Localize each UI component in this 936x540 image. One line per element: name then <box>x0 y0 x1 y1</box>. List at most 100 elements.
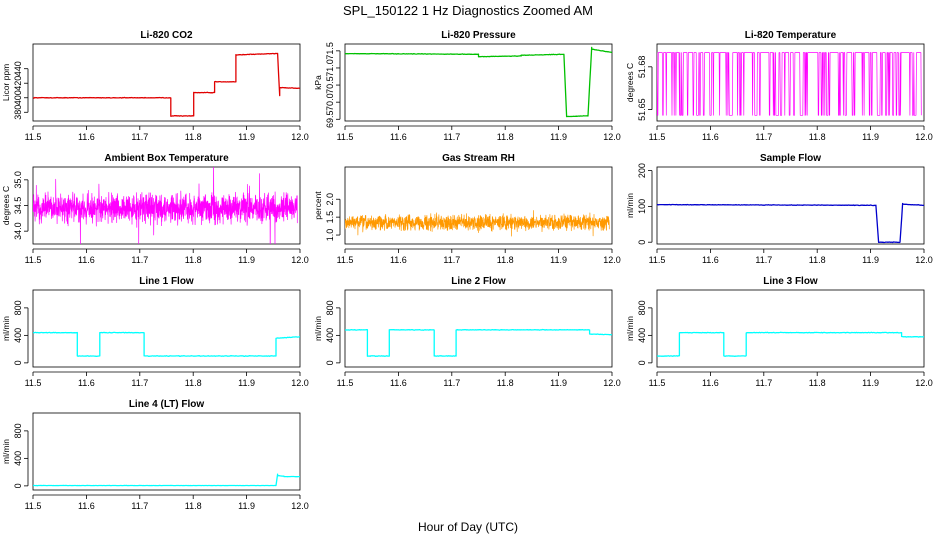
y-tick-label: 0 <box>637 240 647 245</box>
x-tick-label: 11.5 <box>337 132 354 142</box>
y-tick-label: 800 <box>325 300 335 315</box>
x-tick-label: 11.8 <box>809 378 826 388</box>
y-tick-label: 440 <box>13 61 23 76</box>
x-tick-label: 11.7 <box>131 378 148 388</box>
y-tick-label: 70.5 <box>325 76 335 94</box>
y-tick-label: 2.0 <box>325 193 335 206</box>
series-line <box>33 52 300 117</box>
y-tick-label: 34.5 <box>13 197 23 215</box>
panel-title: Line 1 Flow <box>139 276 194 287</box>
y-tick-label: 1.5 <box>325 211 335 224</box>
x-tick-label: 11.7 <box>443 132 460 142</box>
x-tick-label: 11.6 <box>702 132 719 142</box>
x-tick-label: 11.6 <box>390 132 407 142</box>
plot-frame <box>32 289 301 368</box>
plot-frame <box>344 43 613 122</box>
plot-frame <box>32 43 301 122</box>
x-tick-label: 11.7 <box>131 132 148 142</box>
x-tick-label: 11.8 <box>497 132 514 142</box>
panel-title: Ambient Box Temperature <box>104 153 229 164</box>
x-tick-label: 11.8 <box>809 255 826 265</box>
x-tick-label: 11.5 <box>25 501 42 511</box>
x-tick-label: 11.8 <box>809 132 826 142</box>
panel-title: Li-820 Pressure <box>441 30 516 41</box>
x-tick-label: 11.7 <box>443 378 460 388</box>
figure-xlabel: Hour of Day (UTC) <box>418 520 518 534</box>
x-tick-label: 11.8 <box>185 132 202 142</box>
x-axis: 11.5 11.6 11.7 11.8 11.9 12.0 <box>25 125 309 142</box>
x-tick-label: 11.9 <box>238 255 255 265</box>
x-tick-label: 11.9 <box>550 378 567 388</box>
y-tick-label: 71.0 <box>325 59 335 77</box>
x-tick-label: 11.9 <box>550 132 567 142</box>
panel-title: Gas Stream RH <box>442 153 515 164</box>
x-tick-label: 11.6 <box>702 255 719 265</box>
x-tick-label: 11.6 <box>78 255 95 265</box>
y-axis-label: ml/min <box>313 316 323 341</box>
panel-title: Li-820 CO2 <box>140 30 193 41</box>
y-tick-label: 380 <box>13 105 23 120</box>
x-tick-label: 12.0 <box>915 132 933 142</box>
x-axis: 11.5 11.6 11.7 11.8 11.9 12.0 <box>649 371 933 388</box>
x-tick-label: 11.6 <box>78 501 95 511</box>
x-axis: 11.5 11.6 11.7 11.8 11.9 12.0 <box>649 248 933 265</box>
x-tick-label: 11.5 <box>649 132 666 142</box>
x-tick-label: 11.6 <box>390 255 407 265</box>
plot-frame <box>344 289 613 368</box>
panel-title: Line 3 Flow <box>763 276 818 287</box>
y-tick-label: 800 <box>637 300 647 315</box>
x-tick-label: 11.7 <box>131 255 148 265</box>
y-axis-label: ml/min <box>1 439 11 464</box>
x-tick-label: 12.0 <box>915 378 933 388</box>
y-tick-label: 800 <box>13 300 23 315</box>
x-tick-label: 11.9 <box>862 255 879 265</box>
y-tick-label: 100 <box>637 199 647 214</box>
x-tick-label: 11.7 <box>755 378 772 388</box>
y-tick-label: 51.65 <box>637 98 647 121</box>
panel-li-820-temperature: Li-820 Temperature 11.5 11.6 11.7 11.8 11.9 12… <box>625 30 933 142</box>
panel-line-1-flow: Line 1 Flow 11.5 11.6 11.7 11.8 11.9 12.0 0 400 8… <box>1 276 309 388</box>
x-axis: 11.5 11.6 11.7 11.8 11.9 12.0 <box>337 248 621 265</box>
y-axis-label: percent <box>313 191 323 220</box>
series-line <box>345 46 612 118</box>
x-axis: 11.5 11.6 11.7 11.8 11.9 12.0 <box>337 371 621 388</box>
y-tick-label: 200 <box>637 163 647 178</box>
panel-title: Line 2 Flow <box>451 276 506 287</box>
y-axis: 69.570.070.571.071.5 kPa <box>313 42 341 128</box>
y-axis-label: degrees C <box>1 186 11 225</box>
x-tick-label: 11.8 <box>185 255 202 265</box>
y-tick-label: 0 <box>13 483 23 488</box>
y-tick-label: 0 <box>637 360 647 365</box>
plot-frame <box>656 289 925 368</box>
x-tick-label: 11.5 <box>337 378 354 388</box>
panel-line-4-lt-flow: Line 4 (LT) Flow 11.5 11.6 11.7 11.8 11.9 12.0… <box>1 399 309 511</box>
x-tick-label: 11.8 <box>497 378 514 388</box>
y-axis-label: degrees C <box>625 63 635 102</box>
panel-li-820-co2: Li-820 CO2 11.5 11.6 11.7 11.8 11.9 12.0 380400… <box>1 30 309 142</box>
panel-title: Li-820 Temperature <box>745 30 837 41</box>
x-tick-label: 12.0 <box>291 378 309 388</box>
x-axis: 11.5 11.6 11.7 11.8 11.9 12.0 <box>337 125 621 142</box>
x-tick-label: 12.0 <box>291 132 309 142</box>
x-tick-label: 11.5 <box>649 255 666 265</box>
y-tick-label: 51.68 <box>637 56 647 79</box>
y-tick-label: 400 <box>325 328 335 343</box>
y-tick-label: 420 <box>13 76 23 91</box>
x-tick-label: 11.5 <box>25 132 42 142</box>
x-tick-label: 11.6 <box>78 378 95 388</box>
y-axis-label: kPa <box>313 75 323 90</box>
y-tick-label: 0 <box>325 360 335 365</box>
y-axis: 0 100 200 ml/min <box>625 163 653 245</box>
x-tick-label: 11.8 <box>185 501 202 511</box>
y-tick-label: 34.0 <box>13 222 23 240</box>
x-axis: 11.5 11.6 11.7 11.8 11.9 12.0 <box>649 125 933 142</box>
plot-frame <box>32 412 301 491</box>
